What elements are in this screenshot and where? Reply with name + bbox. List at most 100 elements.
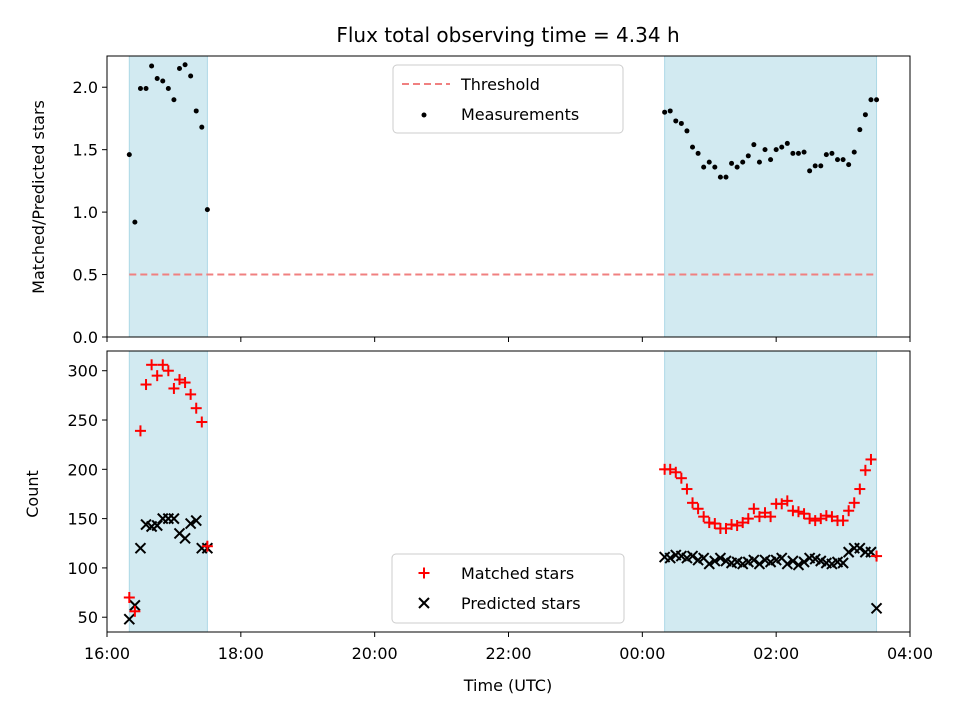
matched-star-marker bbox=[859, 464, 871, 476]
predicted-star-marker bbox=[184, 517, 197, 530]
measurement-point bbox=[745, 153, 751, 159]
bottom-legend-box bbox=[391, 553, 625, 624]
measurement-point bbox=[193, 108, 199, 114]
matched-star-marker bbox=[804, 513, 816, 525]
predicted-star-marker bbox=[686, 550, 699, 562]
cross-stroke bbox=[123, 613, 136, 625]
y-tick-label: 2.0 bbox=[73, 78, 98, 97]
cross-stroke bbox=[809, 553, 821, 565]
matched-star-marker bbox=[709, 518, 721, 530]
measurement-point bbox=[154, 75, 160, 81]
measurement-point bbox=[734, 164, 740, 170]
measurement-point bbox=[790, 150, 796, 156]
bottom-shaded-spans bbox=[128, 350, 878, 633]
matched-star-marker bbox=[737, 517, 749, 529]
top-x-ticks bbox=[106, 337, 911, 342]
matched-star-marker bbox=[843, 505, 855, 517]
predicted-star-marker bbox=[842, 546, 855, 558]
measurement-points bbox=[126, 62, 880, 225]
legend-predicted-label: Predicted stars bbox=[461, 594, 581, 613]
x-tick-label: 22:00 bbox=[485, 644, 531, 663]
matched-star-marker bbox=[809, 515, 821, 527]
matched-star-marker bbox=[664, 463, 676, 475]
x-tick-label: 18:00 bbox=[218, 644, 264, 663]
matched-star-marker bbox=[759, 507, 771, 519]
cross-stroke bbox=[865, 546, 877, 558]
measurement-point bbox=[840, 157, 846, 163]
cross-stroke bbox=[670, 549, 682, 561]
matched-star-marker bbox=[742, 513, 754, 525]
measurement-point bbox=[812, 163, 818, 169]
bottom-panel: 50 100 150 200 250 300 16:00 18:00 20:00 22:00 00… bbox=[23, 350, 933, 695]
cross-stroke bbox=[418, 597, 430, 609]
matched-star-marker bbox=[837, 515, 849, 527]
matched-star-marker bbox=[692, 503, 704, 515]
predicted-star-marker bbox=[837, 557, 849, 569]
cross-stroke bbox=[714, 552, 727, 564]
measurement-point bbox=[701, 164, 707, 170]
measurement-point bbox=[784, 140, 790, 146]
measurement-point bbox=[204, 207, 210, 213]
measurement-point bbox=[684, 128, 690, 134]
cross-stroke bbox=[190, 514, 202, 527]
matched-star-marker bbox=[168, 382, 180, 394]
matched-star-marker bbox=[687, 497, 699, 509]
measurement-point bbox=[182, 62, 188, 68]
bottom-y-axis-label: Count bbox=[23, 470, 42, 518]
cross-stroke bbox=[720, 555, 732, 567]
top-y-axis-label: Matched/Predicted stars bbox=[29, 100, 48, 294]
cross-stroke bbox=[184, 517, 197, 530]
matched-star-marker bbox=[123, 591, 135, 603]
cross-stroke bbox=[134, 542, 147, 554]
measurement-point bbox=[779, 144, 785, 150]
measurement-point bbox=[171, 97, 177, 103]
legend-measurements-swatch bbox=[421, 112, 427, 118]
cross-stroke bbox=[686, 550, 699, 562]
measurement-point bbox=[176, 65, 182, 71]
matched-star-marker bbox=[781, 495, 793, 507]
top-y-ticks: 0.0 0.5 1.0 1.5 2.0 bbox=[73, 78, 107, 347]
y-tick-label: 0.5 bbox=[73, 266, 98, 285]
matched-star-marker bbox=[865, 453, 877, 465]
cross-stroke bbox=[697, 552, 710, 564]
predicted-star-marker bbox=[123, 613, 136, 625]
cross-stroke bbox=[179, 532, 191, 545]
measurement-point bbox=[723, 174, 729, 180]
measurement-point bbox=[835, 157, 841, 163]
matched-star-marker bbox=[179, 377, 191, 389]
measurement-point bbox=[857, 127, 863, 133]
measurement-point bbox=[132, 219, 138, 225]
measurement-point bbox=[706, 159, 712, 165]
cross-stroke bbox=[753, 558, 766, 570]
measurement-point bbox=[712, 164, 718, 170]
predicted-star-marker bbox=[703, 558, 715, 570]
measurement-point bbox=[667, 108, 673, 114]
measurement-point bbox=[874, 97, 880, 103]
shaded-span bbox=[664, 350, 878, 633]
x-tick-label: 02:00 bbox=[753, 644, 799, 663]
legend-cross bbox=[418, 597, 430, 609]
measurement-point bbox=[868, 97, 874, 103]
predicted-star-marker bbox=[787, 555, 799, 567]
cross-stroke bbox=[173, 527, 186, 540]
matched-star-marker bbox=[854, 483, 866, 495]
measurement-point bbox=[188, 73, 194, 79]
legend-predicted-swatch bbox=[418, 597, 430, 609]
y-tick-label: 0.0 bbox=[73, 328, 98, 347]
x-tick-label: 20:00 bbox=[352, 644, 398, 663]
measurement-point bbox=[126, 152, 132, 158]
cross-stroke bbox=[870, 602, 883, 615]
predicted-star-marker bbox=[190, 514, 202, 527]
x-tick-label: 16:00 bbox=[84, 644, 130, 663]
measurement-point bbox=[773, 147, 779, 153]
matched-stars-markers bbox=[123, 359, 883, 617]
matched-star-marker bbox=[173, 374, 185, 386]
matched-star-marker bbox=[190, 402, 202, 414]
measurement-point bbox=[165, 85, 171, 91]
cross-stroke bbox=[664, 552, 676, 564]
predicted-star-marker bbox=[179, 532, 191, 545]
x-axis-label: Time (UTC) bbox=[463, 676, 552, 695]
predicted-star-marker bbox=[854, 542, 866, 554]
matched-star-marker bbox=[720, 522, 732, 534]
top-legend: Threshold Measurements bbox=[392, 64, 624, 134]
